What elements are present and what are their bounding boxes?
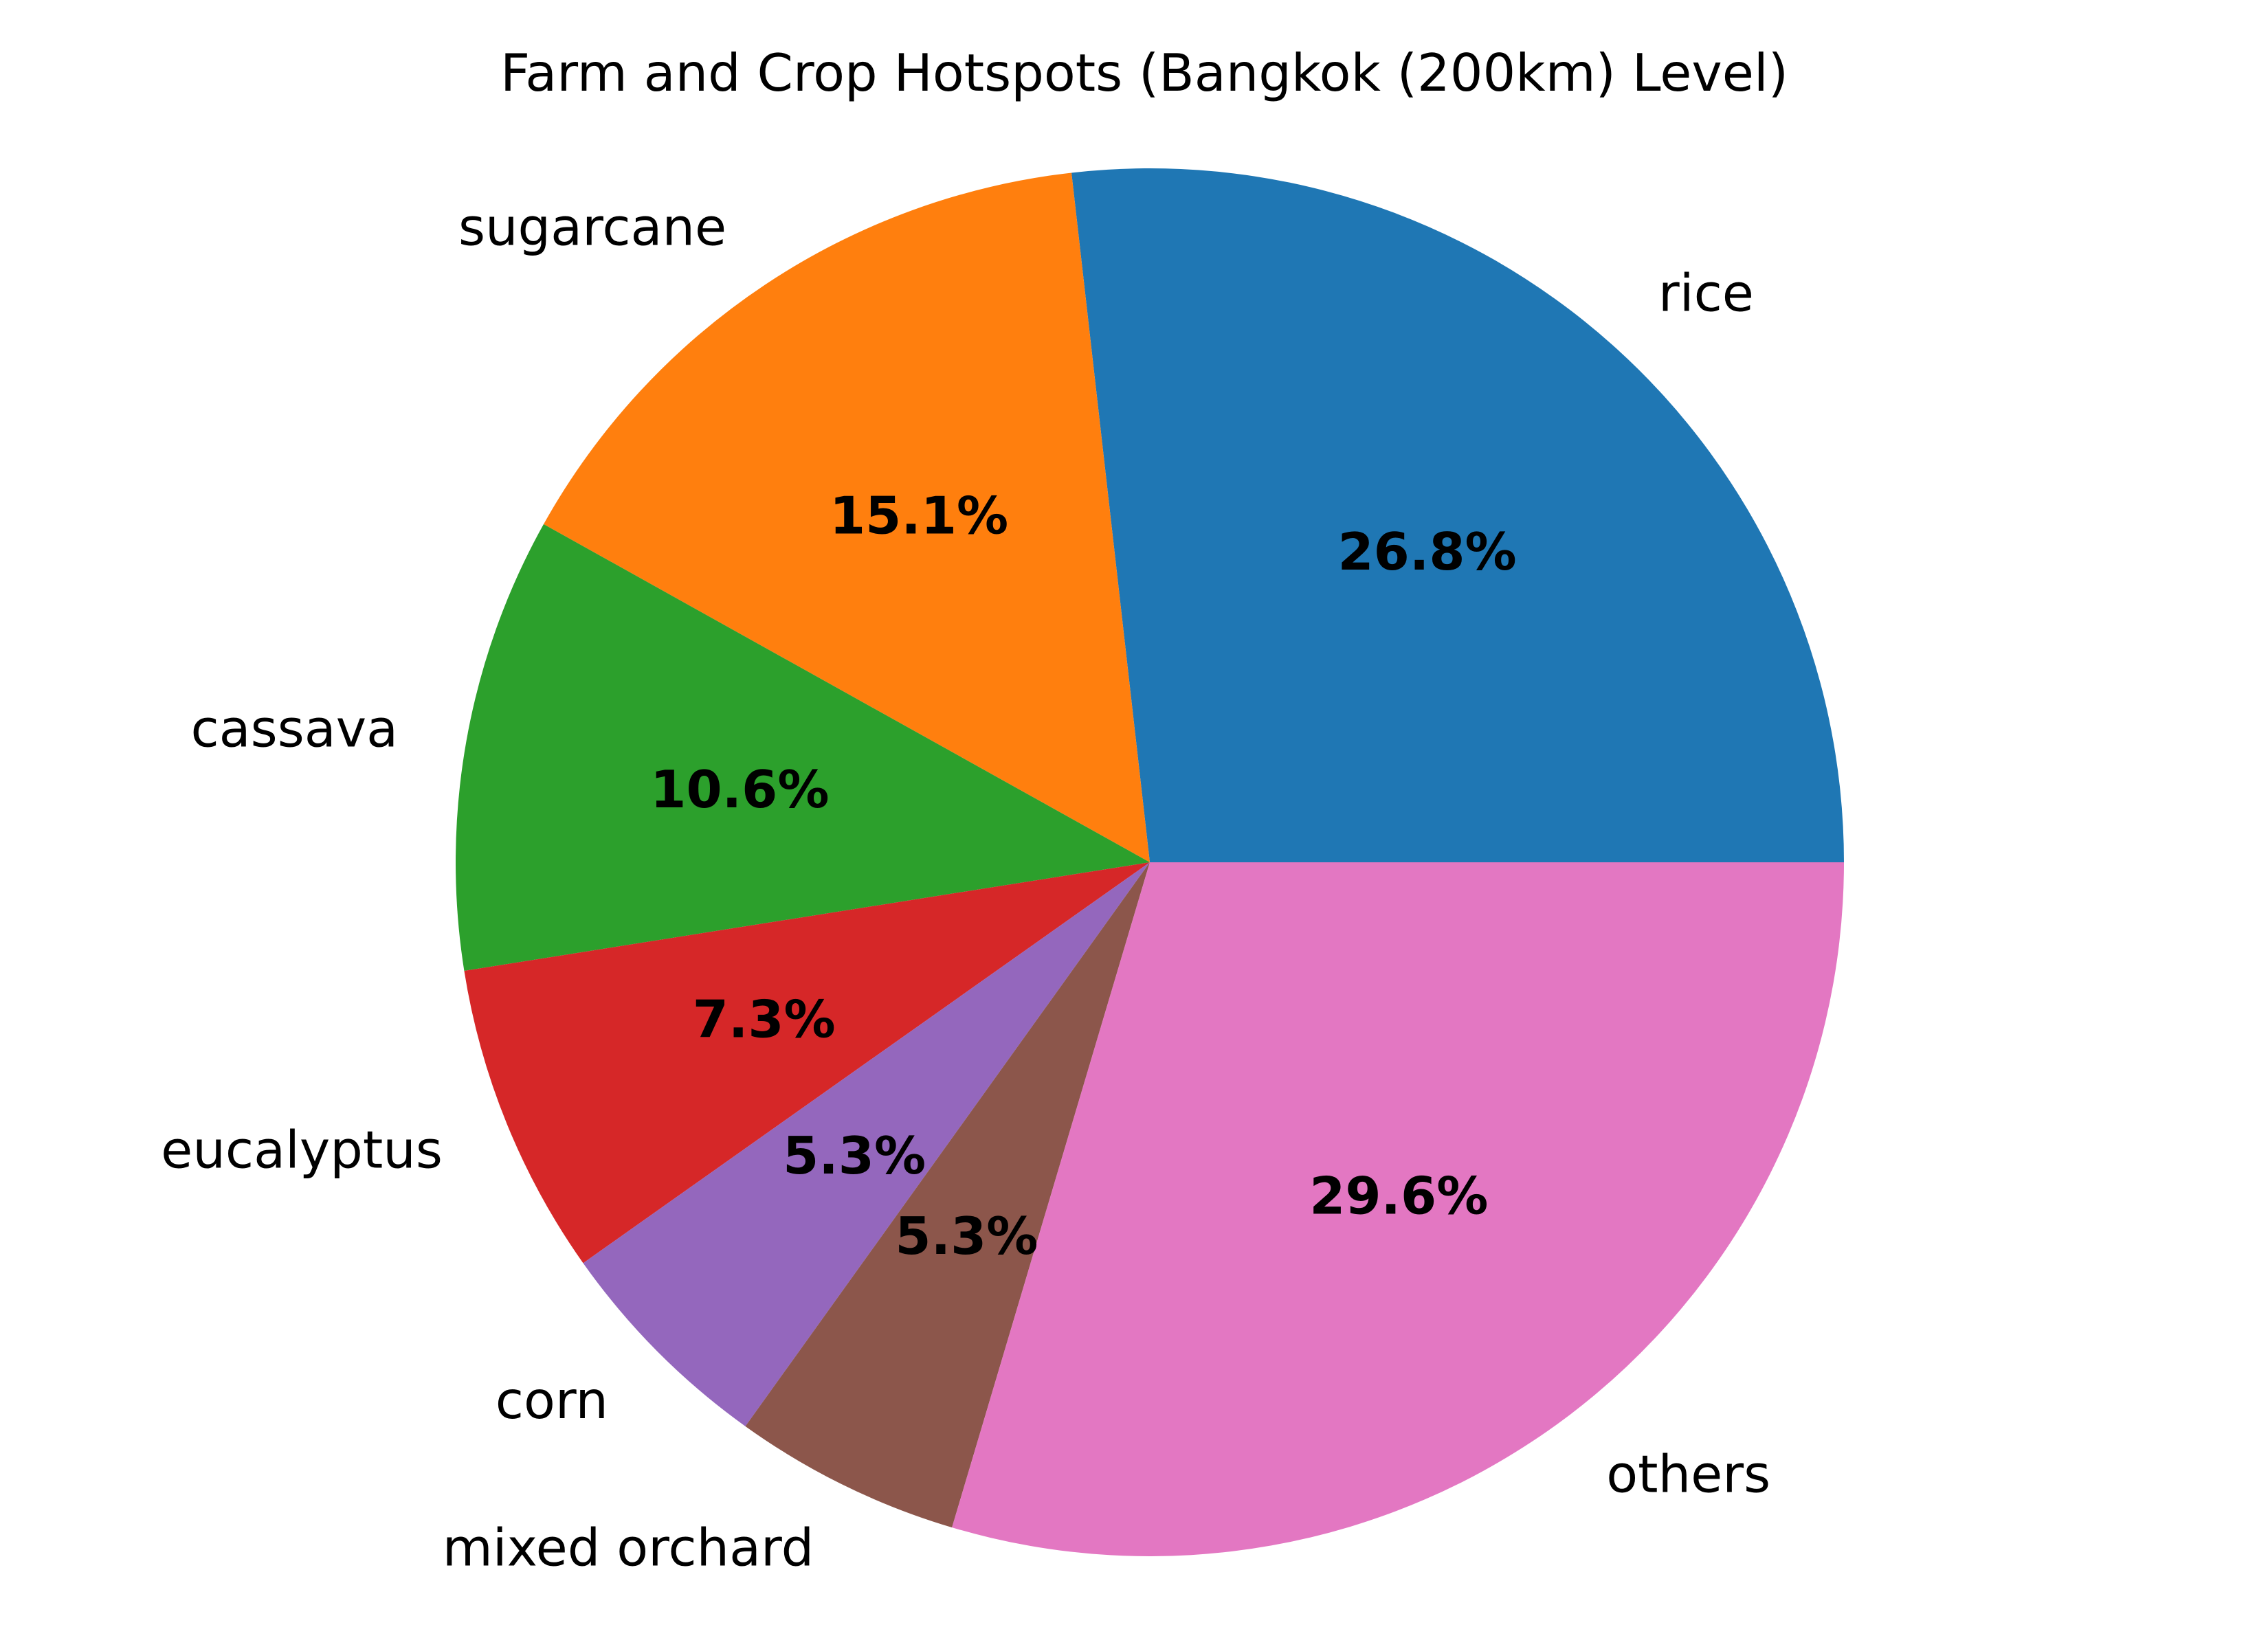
pct-label-rice: 26.8%	[1337, 521, 1516, 582]
chart-title: Farm and Crop Hotspots (Bangkok (200km) …	[500, 43, 1788, 103]
pie-slices	[455, 168, 1844, 1557]
pie-slice-corn	[583, 862, 1150, 1426]
pie-percent-labels: 26.8% 15.1% 10.6% 7.3% 5.3% 5.3% 29.6%	[650, 486, 1516, 1267]
pie-labels: rice sugarcane cassava eucalyptus corn mixed …	[161, 197, 1770, 1578]
slice-label-cassava: cassava	[190, 699, 398, 759]
slice-label-corn: corn	[496, 1370, 608, 1431]
pct-label-others: 29.6%	[1309, 1166, 1488, 1226]
pie-slice-cassava	[455, 524, 1150, 971]
pie-slice-mixed-orchard	[745, 862, 1150, 1528]
slice-label-mixed-orchard: mixed orchard	[443, 1518, 814, 1578]
pct-label-eucalyptus: 7.3%	[693, 989, 836, 1049]
pie-slice-eucalyptus	[464, 862, 1150, 1264]
slice-label-others: others	[1606, 1444, 1770, 1505]
pct-label-mixed-orchard: 5.3%	[895, 1206, 1038, 1266]
pie-slice-rice	[1071, 168, 1844, 863]
slice-label-rice: rice	[1658, 262, 1754, 323]
pct-label-corn: 5.3%	[783, 1125, 926, 1186]
pct-label-cassava: 10.6%	[650, 759, 829, 820]
slice-label-eucalyptus: eucalyptus	[161, 1120, 443, 1180]
slice-label-sugarcane: sugarcane	[458, 197, 726, 257]
pie-slice-others	[952, 862, 1844, 1557]
pie-slice-sugarcane	[544, 172, 1150, 862]
pct-label-sugarcane: 15.1%	[830, 486, 1008, 546]
